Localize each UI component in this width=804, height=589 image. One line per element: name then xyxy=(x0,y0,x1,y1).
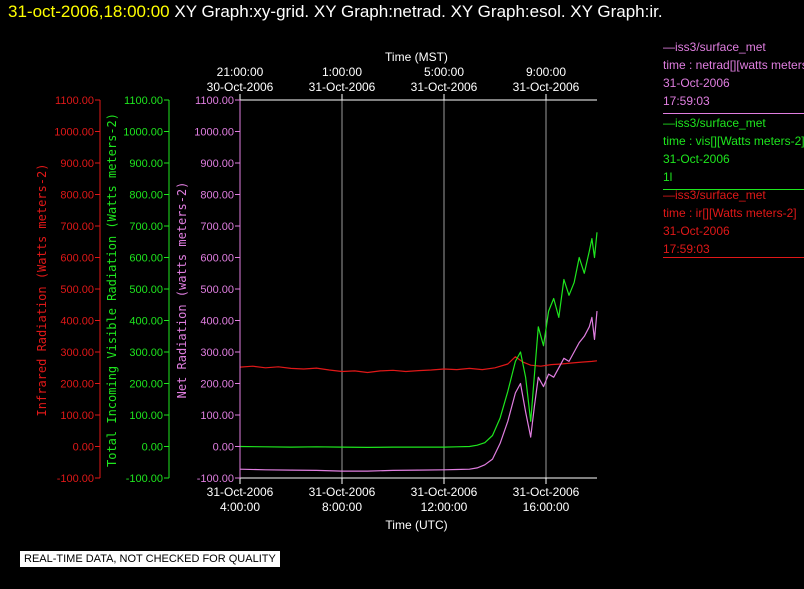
y-tick-label-vis-6: 500.00 xyxy=(129,284,163,296)
y-tick-label-ir-5: 400.00 xyxy=(60,316,94,328)
legend-extra-0: 17:59:03 xyxy=(663,94,710,108)
y-tick-label-vis-12: 1100.00 xyxy=(124,95,163,107)
y-tick-label-ir-7: 600.00 xyxy=(60,253,94,265)
legend-rule-1 xyxy=(663,189,804,190)
x-bottom-tick-time-1: 8:00:00 xyxy=(322,500,362,514)
y-tick-label-net-12: 1100.00 xyxy=(195,95,234,107)
y-tick-label-net-7: 600.00 xyxy=(200,253,234,265)
y-tick-label-vis-1: 0.00 xyxy=(142,442,163,454)
series-line-net xyxy=(239,311,598,472)
y-tick-label-net-2: 100.00 xyxy=(200,410,234,422)
quality-banner: REAL-TIME DATA, NOT CHECKED FOR QUALITY xyxy=(20,551,280,567)
y-tick-label-ir-9: 800.00 xyxy=(60,190,94,202)
legend-date-2: 31-Oct-2006 xyxy=(663,224,730,238)
y-tick-label-ir-8: 700.00 xyxy=(60,221,94,233)
y-tick-label-vis-7: 600.00 xyxy=(129,253,163,265)
grid-lines xyxy=(341,100,547,478)
legend-extra-2: 17:59:03 xyxy=(663,242,710,256)
series-line-ir xyxy=(239,356,598,374)
legend-source-2: —iss3/surface_met xyxy=(663,188,766,202)
x-bottom-tick-time-3: 16:00:00 xyxy=(523,500,570,514)
y-tick-label-ir-4: 300.00 xyxy=(60,347,94,359)
y-tick-label-vis-8: 700.00 xyxy=(129,221,163,233)
legend-source-1: —iss3/surface_met xyxy=(663,116,766,130)
series-lines xyxy=(239,232,598,472)
y-tick-label-vis-11: 1000.00 xyxy=(123,127,163,139)
x-bottom-tick-date-3: 31-Oct-2006 xyxy=(513,485,580,499)
y-tick-label-vis-2: 100.00 xyxy=(129,410,163,422)
y-tick-label-net-11: 1000.00 xyxy=(194,127,234,139)
x-top-tick-time-0: 21:00:00 xyxy=(217,65,264,79)
y-tick-label-ir-3: 200.00 xyxy=(60,379,94,391)
x-top-tick-time-1: 1:00:00 xyxy=(322,65,362,79)
legend-date-1: 31-Oct-2006 xyxy=(663,152,730,166)
y-tick-label-vis-4: 300.00 xyxy=(129,347,163,359)
x-top-tick-time-2: 5:00:00 xyxy=(424,65,464,79)
x-top-tick-date-1: 31-Oct-2006 xyxy=(309,80,376,94)
y-tick-label-net-9: 800.00 xyxy=(200,190,234,202)
y-tick-label-ir-10: 900.00 xyxy=(60,158,94,170)
y-tick-label-vis-3: 200.00 xyxy=(129,379,163,391)
y-axis-title-net: Net Radiation (watts meters-2) xyxy=(175,182,189,399)
x-top-axis-title: Time (MST) xyxy=(385,50,448,64)
x-top-tick-time-3: 9:00:00 xyxy=(526,65,566,79)
y-tick-label-vis-9: 800.00 xyxy=(129,190,163,202)
y-tick-label-net-3: 200.00 xyxy=(200,379,234,391)
y-tick-label-ir-12: 1100.00 xyxy=(55,95,94,107)
y-tick-label-net-8: 700.00 xyxy=(200,221,234,233)
x-bottom-tick-time-0: 4:00:00 xyxy=(220,500,260,514)
x-top-tick-date-0: 30-Oct-2006 xyxy=(207,80,274,94)
y-tick-label-net-0: -100.00 xyxy=(197,473,234,485)
legend-desc-0: time : netrad[][watts meters-2] xyxy=(663,58,804,72)
x-bottom-tick-date-1: 31-Oct-2006 xyxy=(309,485,376,499)
x-bottom-tick-time-2: 12:00:00 xyxy=(421,500,468,514)
y-tick-label-net-5: 400.00 xyxy=(200,316,234,328)
y-tick-label-net-4: 300.00 xyxy=(200,347,234,359)
x-top-tick-date-2: 31-Oct-2006 xyxy=(411,80,478,94)
y-tick-label-ir-1: 0.00 xyxy=(73,442,94,454)
legend-desc-1: time : vis[][Watts meters-2] xyxy=(663,134,804,148)
y-tick-label-net-1: 0.00 xyxy=(213,442,234,454)
x-top-tick-date-3: 31-Oct-2006 xyxy=(513,80,580,94)
y-tick-label-ir-11: 1000.00 xyxy=(54,127,94,139)
legend-extra-1: 1l xyxy=(663,170,673,184)
y-tick-label-vis-5: 400.00 xyxy=(129,316,163,328)
y-tick-label-vis-10: 900.00 xyxy=(129,158,163,170)
x-bottom-tick-date-0: 31-Oct-2006 xyxy=(207,485,274,499)
y-axis-title-vis: Total Incoming Visible Radiation (Watts … xyxy=(105,113,119,467)
y-tick-label-ir-6: 500.00 xyxy=(60,284,94,296)
legend-source-0: —iss3/surface_met xyxy=(663,40,766,54)
series-line-vis xyxy=(239,232,598,448)
legend-rule-2 xyxy=(663,257,804,258)
y-tick-label-ir-2: 100.00 xyxy=(60,410,94,422)
legend-rule-0 xyxy=(663,113,804,114)
legend-date-0: 31-Oct-2006 xyxy=(663,76,730,90)
y-tick-label-net-10: 900.00 xyxy=(200,158,234,170)
x-bottom-tick-date-2: 31-Oct-2006 xyxy=(411,485,478,499)
axes: 31-Oct-20064:00:0031-Oct-20068:00:0031-O… xyxy=(35,50,597,532)
y-axis-title-ir: Infrared Radiation (Watts meters-2) xyxy=(35,164,49,417)
legend-desc-2: time : ir[][Watts meters-2] xyxy=(663,206,797,220)
y-tick-label-ir-0: -100.00 xyxy=(57,473,94,485)
x-bottom-axis-title: Time (UTC) xyxy=(385,518,447,532)
y-tick-label-vis-0: -100.00 xyxy=(126,473,163,485)
page-title: 31-oct-2006,18:00:00 XY Graph:xy-grid. X… xyxy=(8,2,663,22)
graph-list: XY Graph:xy-grid. XY Graph:netrad. XY Gr… xyxy=(174,2,663,21)
y-tick-label-net-6: 500.00 xyxy=(200,284,234,296)
timestamp: 31-oct-2006,18:00:00 xyxy=(8,2,170,21)
